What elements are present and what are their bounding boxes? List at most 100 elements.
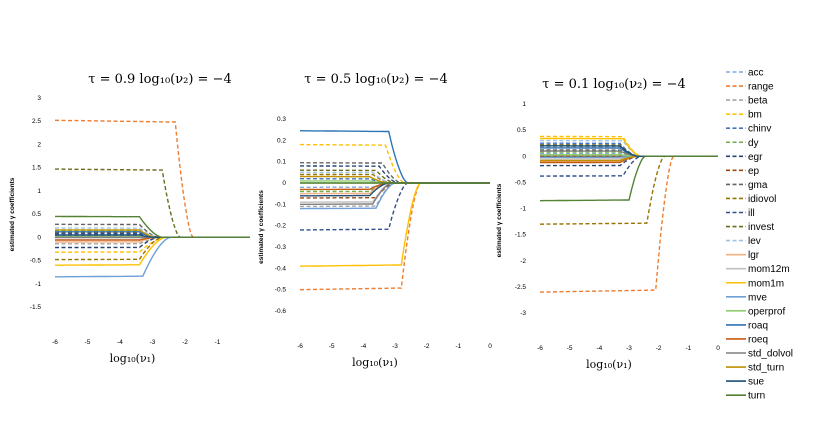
series-line-idiovol xyxy=(55,236,250,261)
legend-label-ill: ill xyxy=(748,208,755,219)
series-line-invest xyxy=(300,169,490,184)
y-tick-label: 1 xyxy=(37,188,41,195)
y-tick-label: 0 xyxy=(522,153,526,160)
series-line-gma xyxy=(300,162,490,184)
legend-label-gma: gma xyxy=(748,180,768,191)
series-line-ep xyxy=(55,232,250,238)
legend: acc range beta bm chinv dy egr ep gma idiovol ill i… xyxy=(726,68,793,402)
x-axis-label: log₁₀(ν₁) xyxy=(586,358,632,371)
series-line-ep xyxy=(300,182,490,199)
series-line-bm xyxy=(55,236,250,253)
chart-title: τ = 0.5 log₁₀(ν₂) = −4 xyxy=(304,72,447,87)
series-line-std_turn xyxy=(55,229,250,238)
legend-label-range: range xyxy=(748,82,774,93)
x-tick-label: -6 xyxy=(52,339,58,346)
chart-title: τ = 0.1 log₁₀(ν₂) = −4 xyxy=(542,77,685,92)
legend-label-roeq: roeq xyxy=(748,334,768,345)
x-axis-label: log₁₀(ν₁) xyxy=(110,352,156,365)
y-tick-label: -2 xyxy=(520,258,526,265)
x-tick-label: -4 xyxy=(117,339,123,346)
legend-label-invest: invest xyxy=(748,222,774,233)
y-tick-label: -1 xyxy=(520,206,526,213)
legend-label-mom1m: mom1m xyxy=(748,278,784,289)
y-tick-label: 0.1 xyxy=(277,159,286,166)
series-line-mom1m xyxy=(55,236,250,266)
legend-label-mom12m: mom12m xyxy=(748,264,790,275)
series-line-std_turn xyxy=(300,175,490,184)
y-tick-label: 1 xyxy=(522,101,526,108)
series-line-ill xyxy=(55,232,250,238)
series-line-range xyxy=(299,182,490,291)
y-tick-label: -3 xyxy=(520,310,526,317)
x-tick-label: 0 xyxy=(488,343,492,350)
y-tick-label: 0 xyxy=(282,180,286,187)
series-line-bm xyxy=(540,135,718,157)
y-axis-label: estimated γ coefficients xyxy=(496,183,503,257)
x-tick-label: -6 xyxy=(537,345,543,352)
y-tick-label: -1.5 xyxy=(30,304,42,311)
y-tick-label: -0.4 xyxy=(275,265,287,272)
y-tick-label: 0.5 xyxy=(517,127,526,134)
legend-label-beta: beta xyxy=(748,96,768,107)
series-line-mve xyxy=(300,182,490,210)
x-tick-label: -4 xyxy=(596,345,602,352)
series-line-std_dolvol xyxy=(540,150,718,157)
y-tick-label: 2 xyxy=(37,141,41,148)
x-tick-label: -5 xyxy=(329,343,335,350)
legend-label-idiovol: idiovol xyxy=(748,194,776,205)
series-line-sue xyxy=(55,234,250,238)
x-tick-label: -3 xyxy=(150,339,156,346)
x-tick-label: -3 xyxy=(392,343,398,350)
chart-panel-2: τ = 0.5 log₁₀(ν₂) = −4 -0.6 -0.5 -0.4 -0.3 -0… xyxy=(258,72,492,369)
y-tick-label: 3 xyxy=(37,95,41,102)
x-tick-label: -3 xyxy=(626,345,632,352)
series-line-std_turn xyxy=(540,155,718,162)
series-line-range xyxy=(539,155,718,293)
series-line-std_dolvol xyxy=(300,182,490,205)
y-tick-label: 0.5 xyxy=(32,211,41,218)
series-line-mom12m xyxy=(300,182,490,203)
y-tick-label: -0.3 xyxy=(275,244,287,251)
legend-label-lev: lev xyxy=(748,236,761,247)
y-tick-label: 0.2 xyxy=(277,137,286,144)
x-tick-label: -1 xyxy=(455,343,461,350)
series-line-turn xyxy=(55,215,250,238)
y-tick-label: 0.3 xyxy=(277,116,286,123)
series-line-lev xyxy=(300,171,490,184)
y-tick-label: -2.5 xyxy=(515,284,527,291)
y-tick-label: -0.5 xyxy=(275,287,287,294)
series-line-ill xyxy=(540,155,718,177)
series-line-invest xyxy=(55,168,250,238)
legend-label-lgr: lgr xyxy=(748,250,760,261)
x-tick-label: -5 xyxy=(85,339,91,346)
y-axis-label: estimated γ coefficients xyxy=(258,190,265,264)
x-tick-label: -2 xyxy=(182,339,188,346)
legend-label-mve: mve xyxy=(748,292,767,303)
x-tick-label: -2 xyxy=(656,345,662,352)
x-tick-label: -4 xyxy=(360,343,366,350)
legend-label-acc: acc xyxy=(748,68,764,79)
x-axis-label: log₁₀(ν₁) xyxy=(352,356,398,369)
chart-panel-3: τ = 0.1 log₁₀(ν₂) = −4 -3 -2.5 -2 -1.5 -1 -0.5… xyxy=(496,77,720,371)
y-tick-label: -0.6 xyxy=(275,308,287,315)
series-line-gma xyxy=(55,223,250,238)
series-line-bm xyxy=(300,143,490,184)
series-line-egr xyxy=(300,165,490,184)
x-tick-label: -6 xyxy=(297,343,303,350)
y-tick-label: 2.5 xyxy=(32,118,41,125)
series-line-sue xyxy=(540,145,718,157)
chart-panel-1: τ = 0.9 log₁₀(ν₂) = −4 -1.5 -1 -0.5 0 0.5 1 1.5… xyxy=(9,72,250,365)
legend-label-chinv: chinv xyxy=(748,124,771,135)
series-line-mom1m xyxy=(299,182,490,267)
x-tick-label: 0 xyxy=(716,345,720,352)
series-line-operprof xyxy=(540,154,718,157)
legend-label-std_dolvol: std_dolvol xyxy=(748,349,793,360)
series-line-range xyxy=(54,119,250,238)
x-tick-label: -2 xyxy=(424,343,430,350)
x-tick-label: -1 xyxy=(685,345,691,352)
series-line-ill xyxy=(300,182,490,231)
y-tick-label: -1.5 xyxy=(515,232,527,239)
series-line-mve xyxy=(55,236,250,278)
y-tick-label: 0 xyxy=(37,234,41,241)
